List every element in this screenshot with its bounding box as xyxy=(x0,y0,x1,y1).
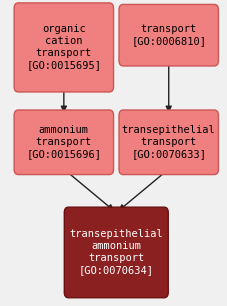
FancyBboxPatch shape xyxy=(14,3,113,92)
FancyBboxPatch shape xyxy=(14,110,113,174)
Text: ammonium
transport
[GO:0015696]: ammonium transport [GO:0015696] xyxy=(26,125,101,159)
FancyBboxPatch shape xyxy=(118,4,217,66)
Text: transport
[GO:0006810]: transport [GO:0006810] xyxy=(131,24,205,46)
FancyBboxPatch shape xyxy=(64,207,168,298)
FancyBboxPatch shape xyxy=(118,110,217,174)
Text: organic
cation
transport
[GO:0015695]: organic cation transport [GO:0015695] xyxy=(26,24,101,70)
Text: transepithelial
transport
[GO:0070633]: transepithelial transport [GO:0070633] xyxy=(121,125,215,159)
Text: transepithelial
ammonium
transport
[GO:0070634]: transepithelial ammonium transport [GO:0… xyxy=(69,230,163,275)
